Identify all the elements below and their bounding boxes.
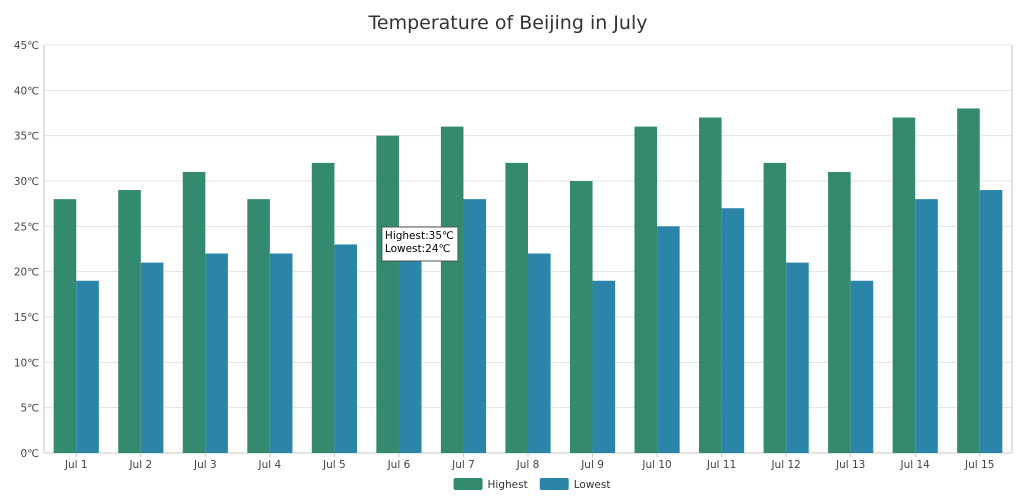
bar-group[interactable] [699,117,745,454]
bar-lowest[interactable] [140,262,164,453]
bar-group[interactable] [957,108,1003,454]
chart-title: Temperature of Beijing in July [368,12,648,34]
legend-swatch[interactable] [453,478,483,490]
bar-lowest[interactable] [979,190,1003,454]
tooltip-line: Highest:35℃ [385,230,454,242]
x-tick-label: Jul 1 [64,459,88,471]
bar-group[interactable] [505,162,551,453]
x-tick-label: Jul 7 [451,459,475,471]
y-tick-label: 20℃ [14,267,39,279]
bar-group[interactable] [118,190,164,454]
x-tick-label: Jul 10 [641,459,671,471]
bar-lowest[interactable] [915,199,938,453]
y-tick-label: 5℃ [21,403,39,415]
bar-lowest[interactable] [76,280,99,453]
bar-highest[interactable] [828,171,851,453]
bar-highest[interactable] [247,199,270,453]
legend-label[interactable]: Highest [488,479,528,491]
y-tick-label: 45℃ [14,40,39,52]
bar-lowest[interactable] [269,253,293,453]
bar-group[interactable] [569,181,616,453]
x-tick-label: Jul 12 [770,459,800,471]
bar-group[interactable] [247,199,293,453]
tooltip-line: Lowest:24℃ [385,243,450,255]
bar-lowest[interactable] [786,262,809,453]
bar-group[interactable] [311,162,357,453]
y-tick-label: 30℃ [14,176,39,188]
legend-label[interactable]: Lowest [574,479,611,491]
x-tick-label: Jul 9 [580,459,604,471]
legend-swatch[interactable] [539,478,569,490]
bar-group[interactable] [440,126,487,453]
bar-lowest[interactable] [334,244,357,453]
y-tick-label: 0℃ [21,448,39,460]
bar-group[interactable] [182,171,228,453]
bar-lowest[interactable] [592,280,616,453]
legend[interactable]: Highest Lowest [453,478,611,491]
bar-group[interactable] [828,171,874,453]
y-tick-label: 15℃ [14,312,39,324]
x-tick-label: Jul 6 [387,459,411,471]
bar-lowest[interactable] [721,208,745,453]
bar-highest[interactable] [311,162,335,453]
bar-group[interactable] [634,126,680,453]
bar-highest[interactable] [505,162,528,453]
bar-highest[interactable] [118,190,141,454]
bar-highest[interactable] [634,126,658,453]
bar-highest[interactable] [569,181,593,453]
bar-group[interactable] [53,199,99,453]
x-tick-label: Jul 15 [964,459,994,471]
bar-highest[interactable] [182,171,206,453]
x-tick-label: Jul 13 [835,459,865,471]
tooltip-background [381,226,459,262]
bar-lowest[interactable] [528,253,551,453]
y-tick-label: 25℃ [14,221,39,233]
bar-group[interactable] [892,117,938,454]
x-tick-label: Jul 2 [128,459,152,471]
x-tick-label: Jul 14 [900,459,931,471]
x-tick-label: Jul 8 [516,459,540,471]
bar-lowest[interactable] [205,253,228,453]
bar-group[interactable] [763,162,809,453]
legend-item-highest[interactable]: Highest [453,478,528,491]
bar-lowest[interactable] [850,280,874,453]
bar-lowest[interactable] [398,235,422,453]
bar-highest[interactable] [957,108,980,453]
bar-highest[interactable] [699,117,722,454]
y-tick-label: 35℃ [14,131,39,143]
bar-highest[interactable] [892,117,916,454]
y-tick-label: 40℃ [14,85,39,97]
x-tick-label: Jul 11 [706,459,736,471]
bar-lowest[interactable] [463,199,487,453]
x-tick-label: Jul 4 [258,459,282,471]
y-tick-label: 10℃ [14,357,39,369]
legend-item-lowest[interactable]: Lowest [539,478,611,491]
bar-highest[interactable] [763,162,787,453]
bar-lowest[interactable] [657,226,680,453]
bar-highest[interactable] [53,199,77,453]
x-tick-label: Jul 3 [193,459,217,471]
bar-highest[interactable] [440,126,464,453]
legend-items[interactable]: Highest Lowest [453,478,611,491]
bars [53,108,1003,454]
bar-group[interactable] [376,135,422,453]
bar-highest[interactable] [376,135,399,453]
y-axis: 0℃ 5℃ 10℃ 15℃ 20℃ 25℃ 30℃ 35℃ 40℃ 45℃ [14,40,39,460]
x-tick-label: Jul 5 [322,459,346,471]
x-axis: Jul 1 Jul 2 Jul 3 Jul 4 Jul 5 Jul 6 Jul 7 Jul 8… [64,453,994,471]
